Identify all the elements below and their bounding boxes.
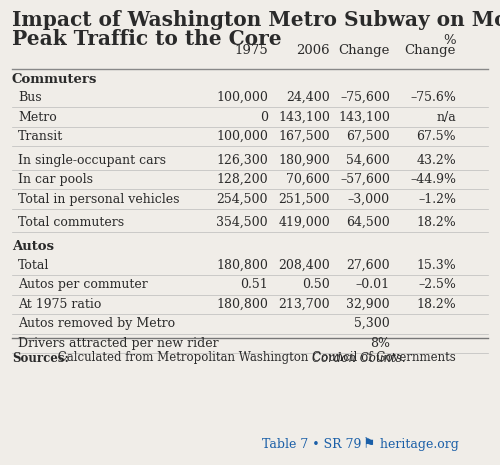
Text: In car pools: In car pools	[18, 173, 93, 186]
Text: Autos per commuter: Autos per commuter	[18, 278, 148, 291]
Text: 2006: 2006	[296, 44, 330, 57]
Text: 100,000: 100,000	[216, 130, 268, 143]
Text: –57,600: –57,600	[340, 173, 390, 186]
Text: –0.01: –0.01	[356, 278, 390, 291]
Text: 27,600: 27,600	[346, 259, 390, 272]
Text: Bus: Bus	[18, 91, 42, 104]
Text: 180,900: 180,900	[278, 154, 330, 167]
Text: Total commuters: Total commuters	[18, 216, 124, 229]
Text: 143,100: 143,100	[278, 111, 330, 124]
Text: 24,400: 24,400	[286, 91, 330, 104]
Text: 0: 0	[260, 111, 268, 124]
Text: 54,600: 54,600	[346, 154, 390, 167]
Text: 64,500: 64,500	[346, 216, 390, 229]
Text: Peak Traffic to the Core: Peak Traffic to the Core	[12, 29, 281, 49]
Text: Transit: Transit	[18, 130, 63, 143]
Text: 1975: 1975	[234, 44, 268, 57]
Text: heritage.org: heritage.org	[376, 438, 459, 451]
Text: 18.2%: 18.2%	[416, 298, 456, 311]
Text: 70,600: 70,600	[286, 173, 330, 186]
Text: 208,400: 208,400	[278, 259, 330, 272]
Text: 128,200: 128,200	[216, 173, 268, 186]
Text: –3,000: –3,000	[348, 193, 390, 206]
Text: Cordon Counts.: Cordon Counts.	[312, 352, 406, 365]
Text: –44.9%: –44.9%	[410, 173, 456, 186]
Text: 18.2%: 18.2%	[416, 216, 456, 229]
Text: Autos: Autos	[12, 240, 54, 253]
Text: Commuters: Commuters	[12, 73, 98, 86]
Text: Calculated from Metropolitan Washington Council of Governments: Calculated from Metropolitan Washington …	[54, 352, 460, 365]
Text: At 1975 ratio: At 1975 ratio	[18, 298, 102, 311]
Text: Metro: Metro	[18, 111, 57, 124]
Text: ⚑: ⚑	[363, 437, 376, 451]
Text: 43.2%: 43.2%	[416, 154, 456, 167]
Text: Total: Total	[18, 259, 50, 272]
Text: n/a: n/a	[436, 111, 456, 124]
Text: 8%: 8%	[370, 337, 390, 350]
Text: –75,600: –75,600	[340, 91, 390, 104]
Text: 0.50: 0.50	[302, 278, 330, 291]
Text: Total in personal vehicles: Total in personal vehicles	[18, 193, 180, 206]
Text: In single-occupant cars: In single-occupant cars	[18, 154, 166, 167]
Text: 143,100: 143,100	[338, 111, 390, 124]
Text: Change: Change	[338, 44, 390, 57]
Text: 180,800: 180,800	[216, 259, 268, 272]
Text: 213,700: 213,700	[278, 298, 330, 311]
Text: –1.2%: –1.2%	[418, 193, 456, 206]
Text: Autos removed by Metro: Autos removed by Metro	[18, 317, 175, 330]
Text: %: %	[444, 34, 456, 47]
Text: 0.51: 0.51	[240, 278, 268, 291]
Text: 354,500: 354,500	[216, 216, 268, 229]
Text: Drivers attracted per new rider: Drivers attracted per new rider	[18, 337, 218, 350]
Text: 254,500: 254,500	[216, 193, 268, 206]
Text: 180,800: 180,800	[216, 298, 268, 311]
Text: 167,500: 167,500	[278, 130, 330, 143]
Text: Table 7 • SR 79: Table 7 • SR 79	[262, 438, 361, 451]
Text: Sources:: Sources:	[12, 352, 69, 365]
Text: 419,000: 419,000	[278, 216, 330, 229]
Text: Change: Change	[404, 44, 456, 57]
Text: 5,300: 5,300	[354, 317, 390, 330]
Text: 251,500: 251,500	[278, 193, 330, 206]
Text: 100,000: 100,000	[216, 91, 268, 104]
Text: –2.5%: –2.5%	[418, 278, 456, 291]
Text: 126,300: 126,300	[216, 154, 268, 167]
Text: 67,500: 67,500	[346, 130, 390, 143]
Text: –75.6%: –75.6%	[410, 91, 456, 104]
Text: 15.3%: 15.3%	[416, 259, 456, 272]
Text: Impact of Washington Metro Subway on Morning: Impact of Washington Metro Subway on Mor…	[12, 10, 500, 30]
Text: 32,900: 32,900	[346, 298, 390, 311]
Text: 67.5%: 67.5%	[416, 130, 456, 143]
